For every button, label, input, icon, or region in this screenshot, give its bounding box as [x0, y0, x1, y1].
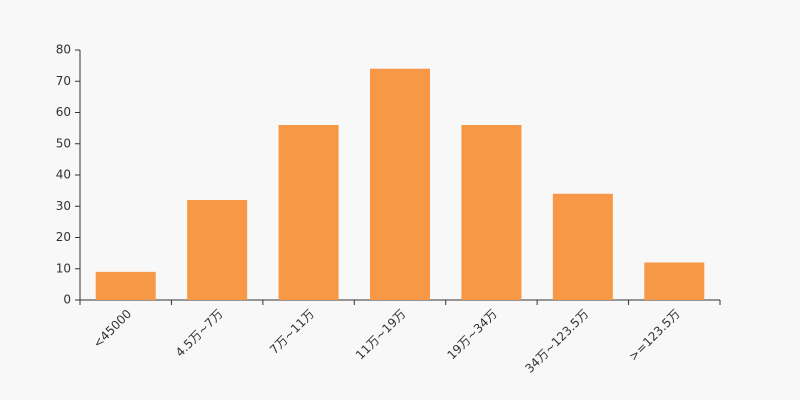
bar	[461, 125, 522, 300]
bar	[187, 200, 248, 300]
y-tick-label: 10	[56, 261, 71, 275]
y-tick-label: 80	[56, 43, 71, 57]
bar	[644, 262, 705, 300]
y-tick-label: 30	[56, 199, 71, 213]
bar	[278, 125, 339, 300]
y-tick-label: 70	[56, 74, 71, 88]
bar	[552, 193, 613, 300]
y-tick-label: 60	[56, 105, 71, 119]
y-tick-label: 0	[63, 293, 71, 307]
y-tick-label: 20	[56, 230, 71, 244]
y-tick-label: 40	[56, 168, 71, 182]
y-tick-label: 50	[56, 136, 71, 150]
bar	[370, 68, 430, 300]
bar	[95, 271, 156, 300]
